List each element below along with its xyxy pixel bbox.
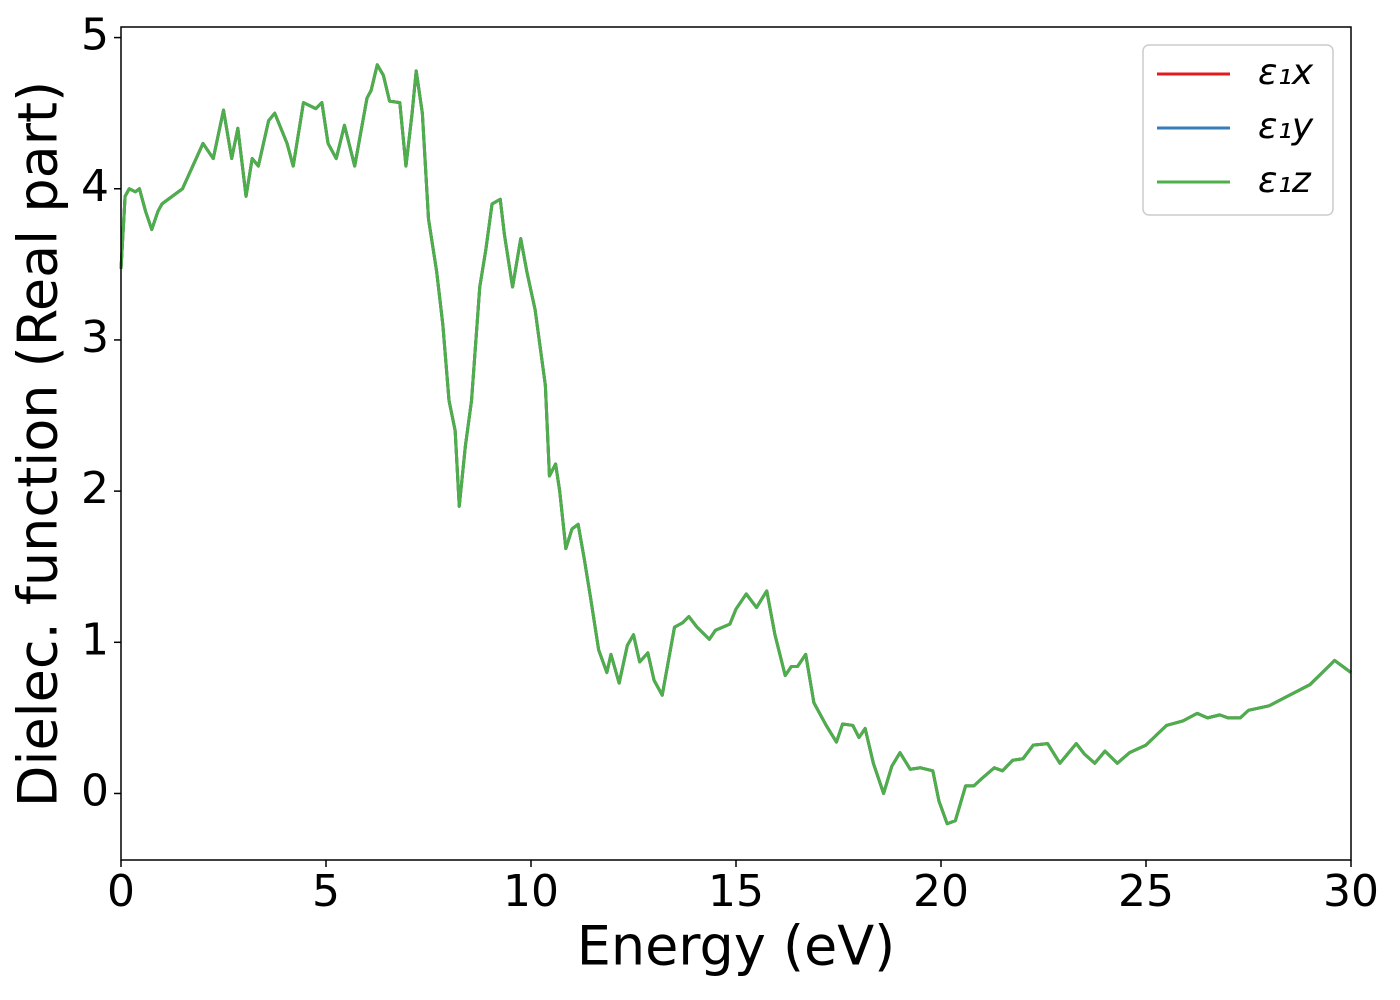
x-tick-label: 5 — [312, 866, 340, 917]
x-tick-label: 20 — [913, 866, 969, 917]
y-tick-label: 1 — [81, 614, 109, 665]
y-tick-label: 3 — [81, 312, 109, 363]
y-tick-label: 4 — [81, 161, 109, 212]
y-axis-label: Dielec. function (Real part) — [7, 81, 70, 807]
legend-label: ε₁x — [1258, 52, 1314, 93]
x-tick-label: 10 — [503, 866, 559, 917]
legend-label: ε₁z — [1258, 160, 1312, 201]
legend-box — [1142, 44, 1334, 216]
plot-frame — [120, 26, 1352, 861]
y-tick-label: 0 — [81, 765, 109, 816]
x-tick-label: 25 — [1118, 866, 1174, 917]
x-tick-label: 15 — [708, 866, 764, 917]
legend-label: ε₁y — [1258, 106, 1314, 147]
x-axis-label: Energy (eV) — [577, 915, 896, 978]
y-tick-label: 2 — [81, 463, 109, 514]
y-tick-label: 5 — [81, 10, 109, 61]
x-tick-label: 30 — [1323, 866, 1379, 917]
line-series — [119, 63, 1352, 826]
x-tick-label: 0 — [107, 866, 135, 917]
